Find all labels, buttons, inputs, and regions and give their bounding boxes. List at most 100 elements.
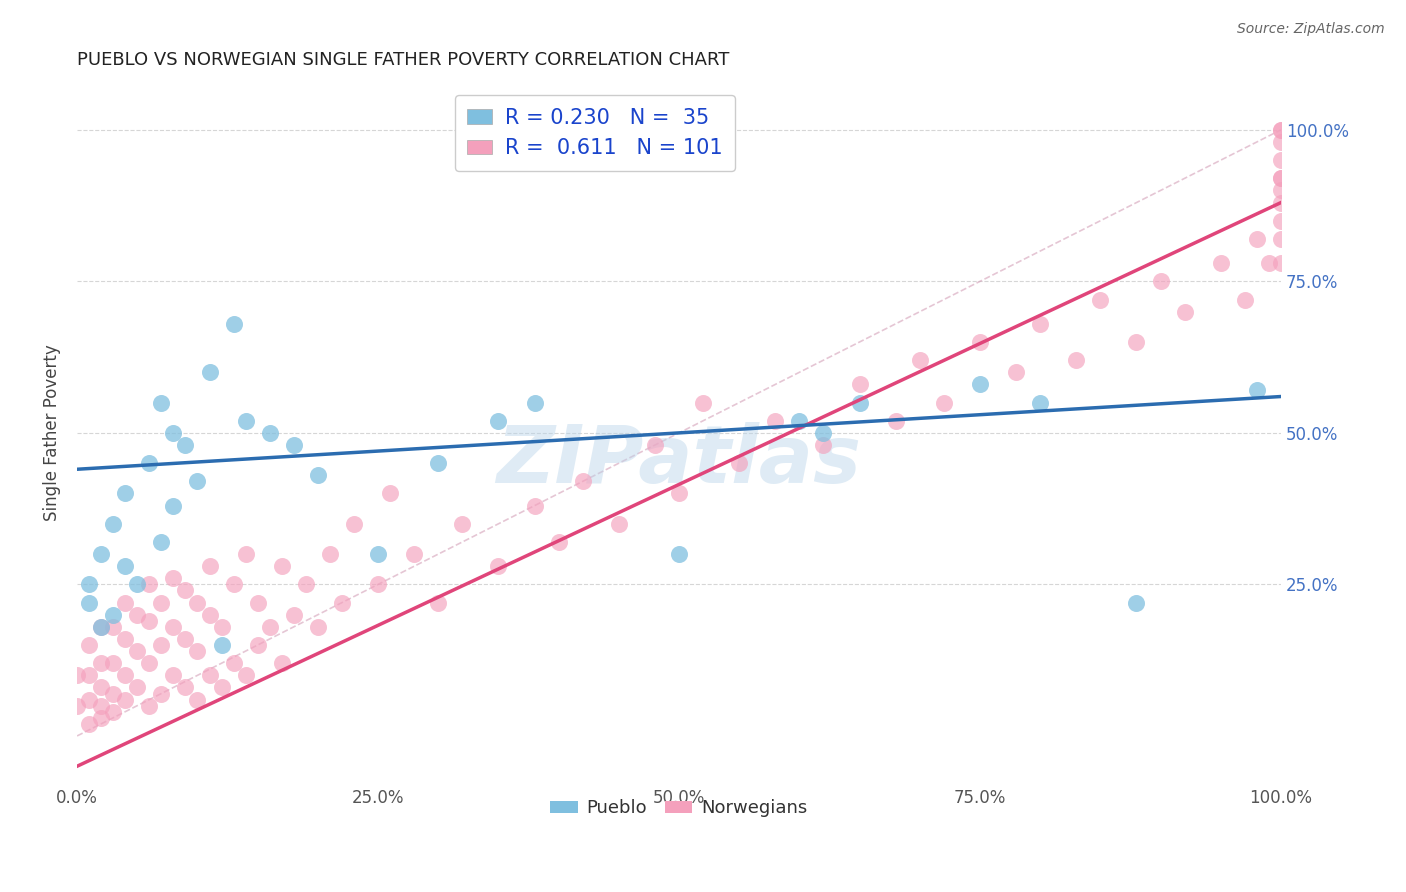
Point bbox=[222, 577, 245, 591]
Point bbox=[114, 668, 136, 682]
Point bbox=[1233, 293, 1256, 307]
Point bbox=[1125, 334, 1147, 349]
Point bbox=[607, 516, 630, 531]
Point bbox=[90, 547, 112, 561]
Point bbox=[270, 559, 292, 574]
Point bbox=[150, 395, 173, 409]
Point bbox=[66, 698, 89, 713]
Point bbox=[1246, 232, 1268, 246]
Text: PUEBLO VS NORWEGIAN SINGLE FATHER POVERTY CORRELATION CHART: PUEBLO VS NORWEGIAN SINGLE FATHER POVERT… bbox=[77, 51, 730, 69]
Point bbox=[138, 657, 160, 671]
Point bbox=[1270, 123, 1292, 137]
Point bbox=[1270, 123, 1292, 137]
Point bbox=[114, 632, 136, 646]
Point bbox=[114, 486, 136, 500]
Point bbox=[259, 620, 281, 634]
Point bbox=[307, 620, 329, 634]
Point bbox=[114, 596, 136, 610]
Point bbox=[114, 692, 136, 706]
Point bbox=[488, 414, 510, 428]
Point bbox=[1270, 171, 1292, 186]
Point bbox=[1270, 135, 1292, 149]
Point bbox=[1258, 256, 1281, 270]
Point bbox=[103, 516, 125, 531]
Point bbox=[162, 620, 184, 634]
Point bbox=[103, 607, 125, 622]
Point bbox=[114, 559, 136, 574]
Y-axis label: Single Father Poverty: Single Father Poverty bbox=[44, 344, 60, 521]
Point bbox=[77, 596, 100, 610]
Point bbox=[211, 638, 233, 652]
Point bbox=[77, 692, 100, 706]
Point bbox=[198, 607, 221, 622]
Point bbox=[103, 705, 125, 719]
Point bbox=[198, 559, 221, 574]
Point bbox=[1246, 384, 1268, 398]
Point bbox=[77, 668, 100, 682]
Point bbox=[162, 499, 184, 513]
Point bbox=[186, 644, 208, 658]
Point bbox=[174, 583, 197, 598]
Point bbox=[295, 577, 318, 591]
Point bbox=[186, 596, 208, 610]
Point bbox=[884, 414, 907, 428]
Point bbox=[547, 535, 569, 549]
Point bbox=[848, 377, 870, 392]
Point bbox=[186, 692, 208, 706]
Point bbox=[763, 414, 786, 428]
Point bbox=[138, 456, 160, 470]
Point bbox=[523, 395, 546, 409]
Point bbox=[90, 620, 112, 634]
Point bbox=[235, 547, 257, 561]
Point bbox=[427, 596, 450, 610]
Point bbox=[969, 377, 991, 392]
Point bbox=[77, 638, 100, 652]
Point bbox=[932, 395, 955, 409]
Point bbox=[1270, 213, 1292, 227]
Point bbox=[1209, 256, 1232, 270]
Point bbox=[813, 438, 835, 452]
Point bbox=[969, 334, 991, 349]
Point bbox=[283, 607, 305, 622]
Point bbox=[1090, 293, 1112, 307]
Point bbox=[644, 438, 666, 452]
Point bbox=[127, 681, 149, 695]
Point bbox=[692, 395, 714, 409]
Point bbox=[77, 716, 100, 731]
Point bbox=[103, 620, 125, 634]
Point bbox=[343, 516, 366, 531]
Text: ZIPatlas: ZIPatlas bbox=[496, 422, 862, 500]
Point bbox=[90, 681, 112, 695]
Point bbox=[1270, 153, 1292, 168]
Point bbox=[367, 577, 389, 591]
Point bbox=[789, 414, 811, 428]
Point bbox=[259, 425, 281, 440]
Point bbox=[186, 475, 208, 489]
Point bbox=[222, 317, 245, 331]
Point bbox=[668, 547, 690, 561]
Point bbox=[1029, 395, 1052, 409]
Point bbox=[571, 475, 593, 489]
Point bbox=[150, 535, 173, 549]
Point bbox=[1270, 256, 1292, 270]
Point bbox=[1270, 232, 1292, 246]
Point bbox=[127, 607, 149, 622]
Point bbox=[451, 516, 474, 531]
Point bbox=[1149, 274, 1171, 288]
Point bbox=[235, 668, 257, 682]
Point bbox=[127, 644, 149, 658]
Point bbox=[162, 425, 184, 440]
Point bbox=[174, 438, 197, 452]
Point bbox=[523, 499, 546, 513]
Point bbox=[283, 438, 305, 452]
Point bbox=[848, 395, 870, 409]
Point bbox=[90, 620, 112, 634]
Point bbox=[66, 668, 89, 682]
Point bbox=[150, 686, 173, 700]
Point bbox=[235, 414, 257, 428]
Point bbox=[1270, 184, 1292, 198]
Point bbox=[427, 456, 450, 470]
Point bbox=[319, 547, 342, 561]
Point bbox=[488, 559, 510, 574]
Point bbox=[138, 614, 160, 628]
